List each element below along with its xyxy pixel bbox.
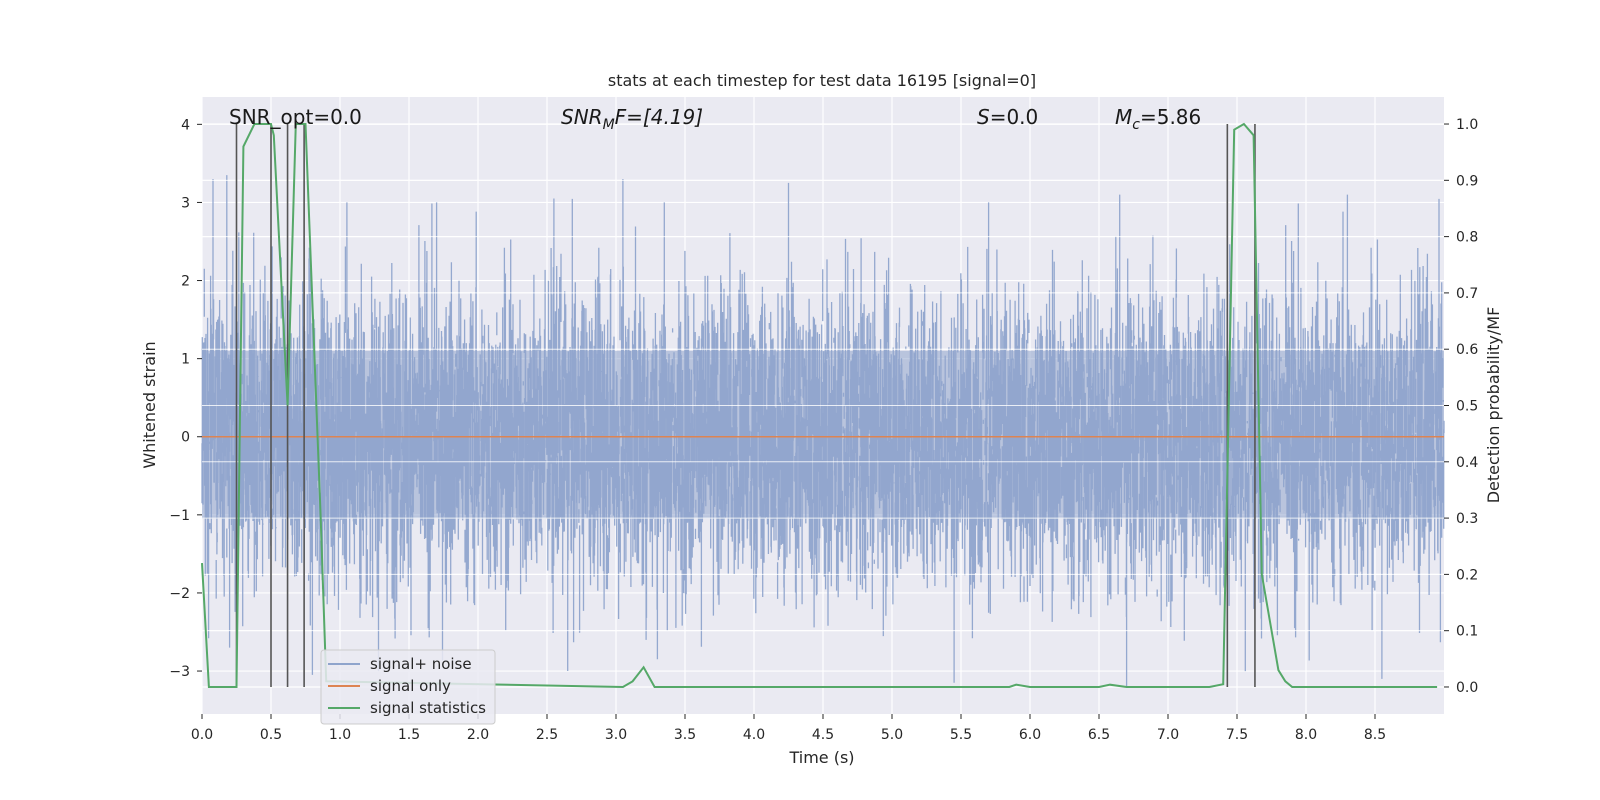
- y2-tick-label: 0.7: [1456, 286, 1478, 302]
- annotation-s: S=0.0: [977, 105, 1038, 129]
- legend-label-signal-only: signal only: [370, 677, 451, 695]
- x-tick-label: 2.5: [536, 727, 558, 743]
- y-axis-ticks: 4 3 2 1 0 −1 −2 −3: [169, 117, 202, 680]
- y-tick-label: 3: [181, 195, 190, 211]
- x-tick-label: 4.5: [812, 727, 834, 743]
- x-tick-label: 6.0: [1019, 727, 1041, 743]
- x-tick-label: 0.5: [260, 727, 282, 743]
- legend-box: [320, 649, 496, 725]
- y2-tick-label: 0.0: [1456, 680, 1478, 696]
- x-tick-label: 5.5: [950, 727, 972, 743]
- y2-tick-label: 0.4: [1456, 455, 1478, 471]
- y-tick-label: 4: [181, 117, 190, 133]
- y2-tick-label: 0.2: [1456, 567, 1478, 583]
- annotation-snr-opt: SNR_opt=0.0: [229, 105, 362, 129]
- x-tick-label: 7.5: [1226, 727, 1248, 743]
- y2-axis-ticks: 1.0 0.9 0.8 0.7 0.6 0.5 0.4 0.3 0.2 0.1 0.0: [1444, 117, 1478, 696]
- x-axis-label: Time (s): [788, 748, 854, 767]
- y-tick-label: 1: [181, 352, 190, 368]
- x-tick-label: 1.0: [329, 727, 351, 743]
- series-signal-plus-noise: [201, 123, 1445, 688]
- legend-label-signal-statistics: signal statistics: [370, 699, 486, 717]
- y2-tick-label: 1.0: [1456, 117, 1478, 133]
- y2-axis-label: Detection probability/MF: [1484, 307, 1503, 504]
- x-axis-ticks: 0.0 0.5 1.0 1.5 2.0 2.5 3.0 3.5 4.0 4.5 5.0 5.5 6.0 6…: [191, 714, 1386, 743]
- x-tick-label: 4.0: [743, 727, 765, 743]
- y2-tick-label: 0.5: [1456, 399, 1478, 415]
- x-tick-label: 6.5: [1088, 727, 1110, 743]
- y-tick-label: −1: [169, 508, 190, 524]
- y-tick-label: −2: [169, 586, 190, 602]
- y-axis-label: Whitened strain: [140, 341, 159, 468]
- x-tick-label: 5.0: [881, 727, 903, 743]
- x-tick-label: 3.5: [674, 727, 696, 743]
- legend-label-signal-plus-noise: signal+ noise: [370, 655, 472, 673]
- x-tick-label: 0.0: [191, 727, 213, 743]
- x-tick-label: 1.5: [398, 727, 420, 743]
- x-tick-label: 8.5: [1364, 727, 1386, 743]
- y-tick-label: 0: [181, 430, 190, 446]
- x-tick-label: 7.0: [1157, 727, 1179, 743]
- noise-trace: [201, 175, 1445, 687]
- y-tick-label: 2: [181, 274, 190, 290]
- x-tick-label: 3.0: [605, 727, 627, 743]
- y2-tick-label: 0.3: [1456, 511, 1478, 527]
- signal-statistics-line: [201, 122, 1438, 689]
- x-tick-label: 2.0: [467, 727, 489, 743]
- y2-tick-label: 0.1: [1456, 624, 1478, 640]
- chart-title: stats at each timestep for test data 161…: [608, 71, 1036, 90]
- y2-tick-label: 0.8: [1456, 230, 1478, 246]
- series-signal-statistics: [201, 122, 1438, 689]
- annotation-mc: Mc=5.86: [1115, 105, 1201, 133]
- y2-tick-label: 0.6: [1456, 342, 1478, 358]
- y-tick-label: −3: [169, 664, 190, 680]
- x-tick-label: 8.0: [1295, 727, 1317, 743]
- y2-tick-label: 0.9: [1456, 173, 1478, 189]
- legend: signal+ noise signal only signal statist…: [320, 649, 496, 725]
- annotation-snr-mf: SNRMF=[4.19]: [561, 105, 703, 133]
